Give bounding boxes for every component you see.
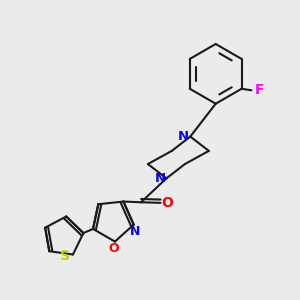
Text: N: N: [154, 172, 165, 185]
Text: O: O: [161, 196, 173, 210]
Text: N: N: [178, 130, 189, 143]
Text: S: S: [61, 249, 70, 263]
Text: O: O: [108, 242, 119, 255]
Text: N: N: [130, 225, 140, 238]
Text: F: F: [255, 83, 264, 97]
